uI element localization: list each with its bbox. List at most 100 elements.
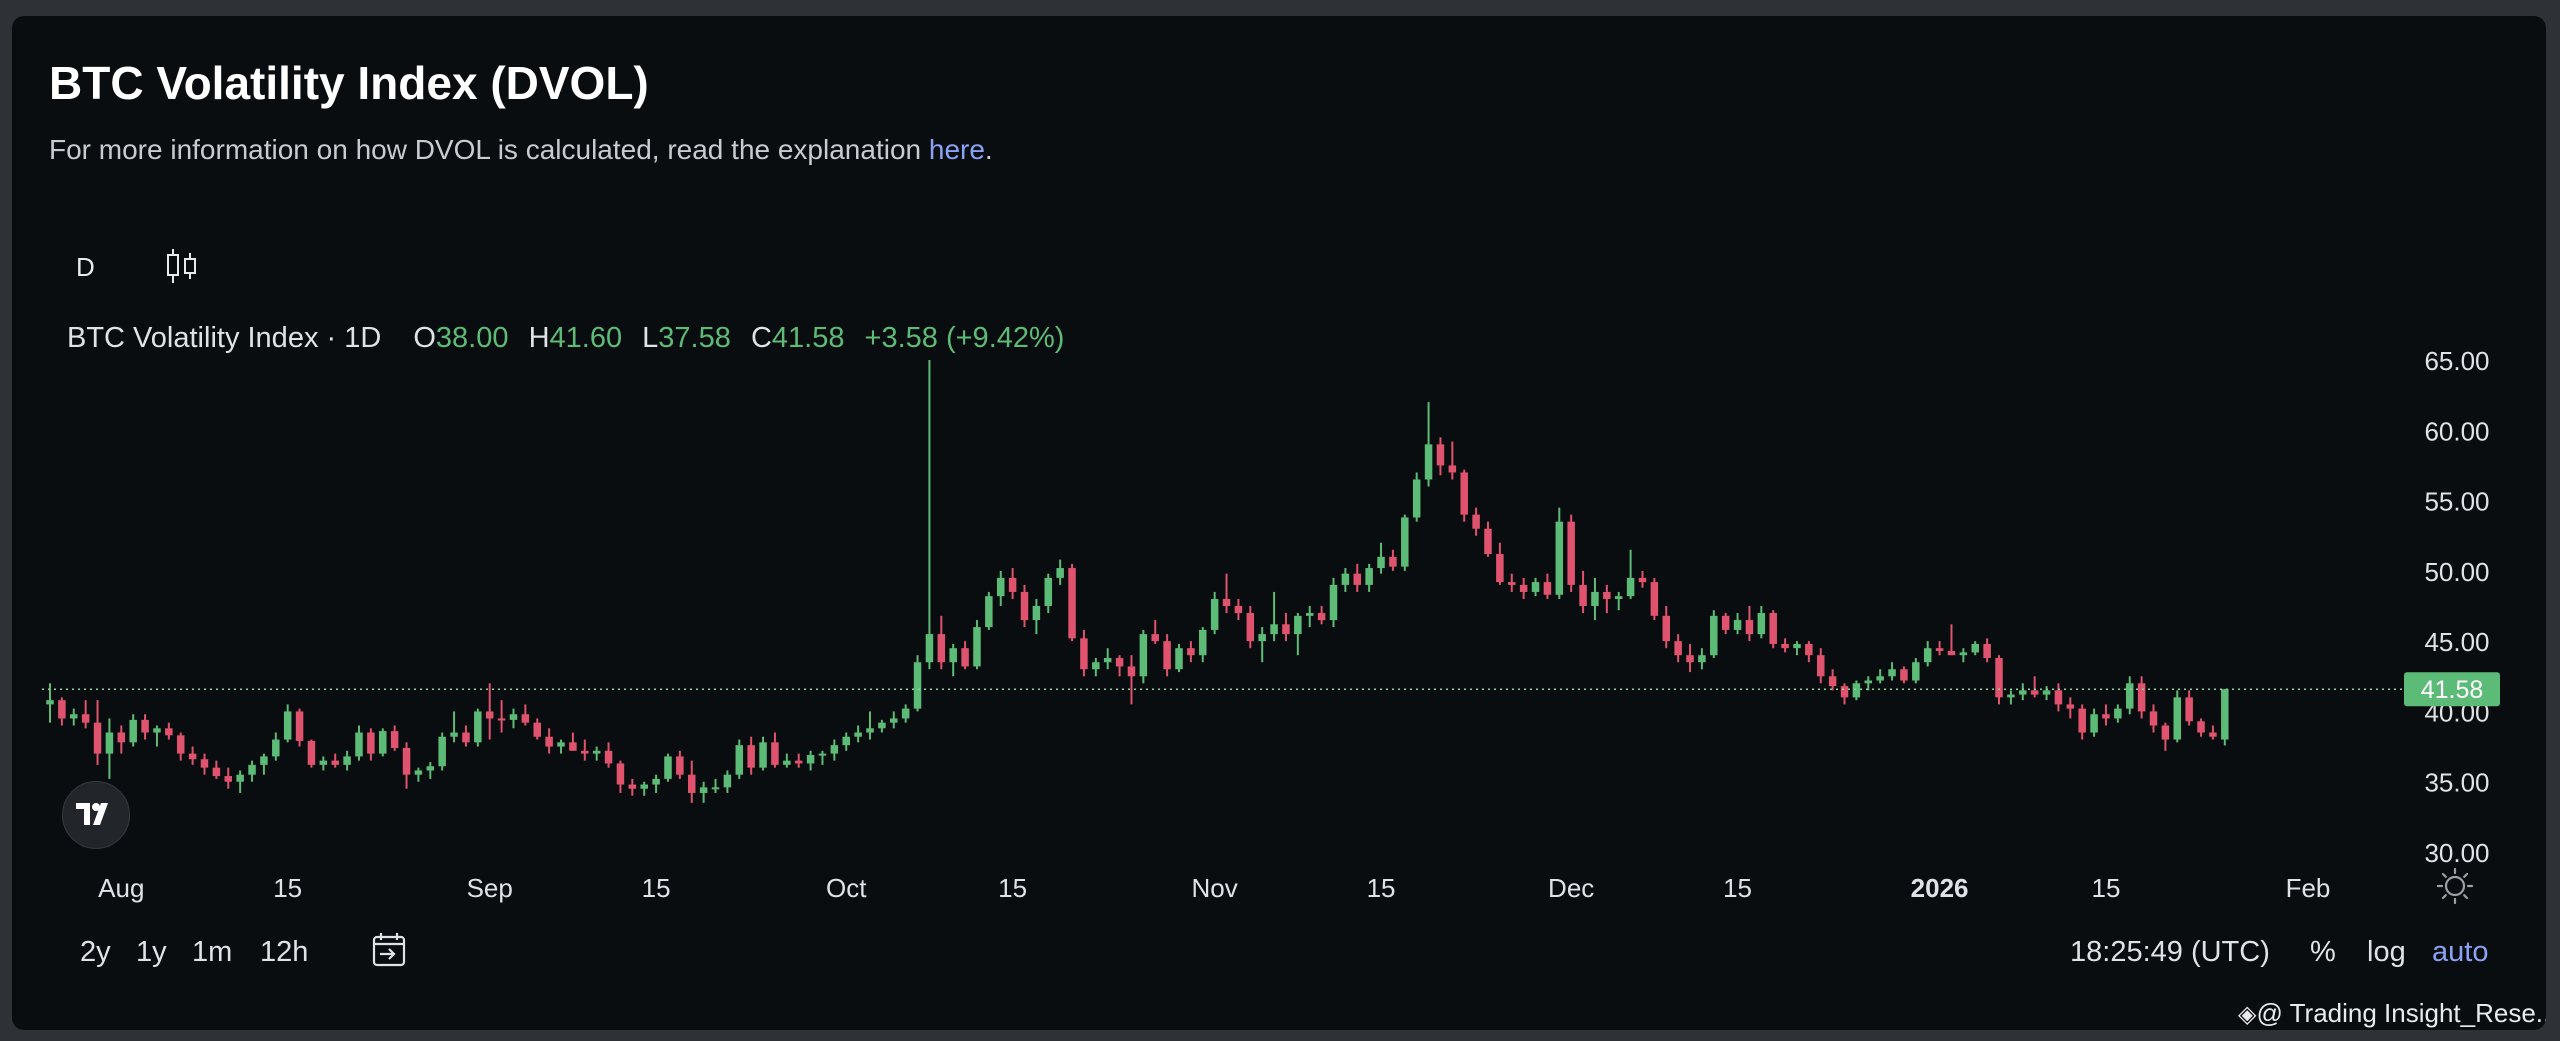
candle [260,753,268,775]
watermark: ◈@ Trading Insight_Rese... [2238,998,2546,1029]
candle [1341,568,1350,592]
candle-body [890,718,898,723]
candle-body [1210,598,1219,630]
candle-body [2125,683,2134,709]
range-2y-button[interactable]: 2y [80,936,111,968]
candle [1496,542,1504,585]
candle [1721,613,1730,635]
y-tick-label: 35.00 [2424,768,2489,798]
candle [1543,573,1552,599]
candle-body [2149,711,2158,726]
candle-body [2078,708,2086,733]
candle [390,725,399,751]
candle [117,725,126,754]
candle-body [759,742,767,768]
candle [2042,686,2051,701]
candle-body [1044,577,1053,606]
range-1m-button[interactable]: 1m [192,936,233,968]
candle-body [1508,582,1516,585]
candlestick-icon[interactable] [162,246,202,286]
percent-scale-button[interactable]: % [2310,936,2336,968]
candle-body [1543,582,1552,595]
candle-body [1971,643,1979,653]
candle-body [283,711,292,740]
candle-body [2114,708,2122,719]
candle-body [1591,591,1599,606]
candle [759,736,767,771]
candle-body [2161,725,2170,740]
candle [1900,666,1908,684]
candle [450,711,458,743]
candle-body [1282,624,1290,635]
candle-body [1781,643,1789,649]
candle-body [2007,694,2015,698]
candle [485,683,494,740]
candle [1294,613,1302,656]
candle-body [699,787,708,793]
candle-body [260,756,268,765]
candle-body [176,735,185,754]
candle [2149,704,2158,733]
candle-body [212,767,221,777]
candle [1508,573,1516,592]
candlestick-chart[interactable]: 30.0035.0040.0045.0050.0055.0060.0065.00… [12,16,2546,1030]
legend-low-label: L [642,322,659,354]
candle-body [842,736,850,746]
candle-body [1900,669,1908,681]
utc-clock[interactable]: 18:25:49 (UTC) [2070,936,2270,968]
candle [901,704,910,723]
candle [1626,549,1635,599]
candle [973,620,981,670]
interval-button[interactable]: D [76,252,95,282]
candle [676,750,684,779]
candle [105,718,114,779]
explanation-link[interactable]: here [928,134,985,165]
candle [1828,669,1837,691]
candle-body [747,745,755,768]
y-tick-label: 60.00 [2424,416,2489,446]
candle-body [1258,634,1266,642]
y-tick-label: 55.00 [2424,487,2489,517]
legend-open-value: 38.00 [435,322,509,354]
candle-body [2221,689,2229,740]
candle-body [1365,568,1373,585]
candle-body [1579,584,1587,606]
candle-body [1175,648,1183,670]
candle-body [1103,658,1112,663]
candle [343,750,351,771]
go-to-date-icon[interactable] [370,932,410,975]
candle [1484,521,1492,557]
chart-settings-icon[interactable] [2436,867,2474,905]
candle-body [818,753,827,756]
candle [687,760,696,803]
candle [58,697,66,726]
auto-scale-button[interactable]: auto [2432,936,2489,968]
candle-body [343,756,351,765]
candle [521,704,530,726]
tradingview-logo[interactable] [62,781,130,849]
candle-body [925,634,934,663]
range-1y-button[interactable]: 1y [136,936,167,968]
candle [1436,437,1445,476]
candle [367,728,375,761]
candle-body [1650,582,1659,616]
candle [414,767,423,782]
candle [2019,683,2027,701]
x-tick-label: 15 [2092,873,2121,903]
candle-body [1805,643,1813,656]
range-12h-button[interactable]: 12h [260,936,309,968]
candle [438,732,446,771]
x-tick-label: 15 [1723,873,1752,903]
candle-body [1115,658,1124,667]
candle-body [93,722,102,754]
time-axis[interactable]: Aug 15 Sep 15 Oct 15 Nov 15 Dec 15 2026 15 Feb [98,873,2330,903]
log-scale-button[interactable]: log [2367,936,2406,968]
candle [1329,577,1338,628]
candle [628,778,637,796]
candle [2185,690,2193,726]
candle-body [2054,690,2063,705]
candle-body [1056,568,1064,578]
candle [70,708,78,726]
candle-body [2102,714,2110,719]
